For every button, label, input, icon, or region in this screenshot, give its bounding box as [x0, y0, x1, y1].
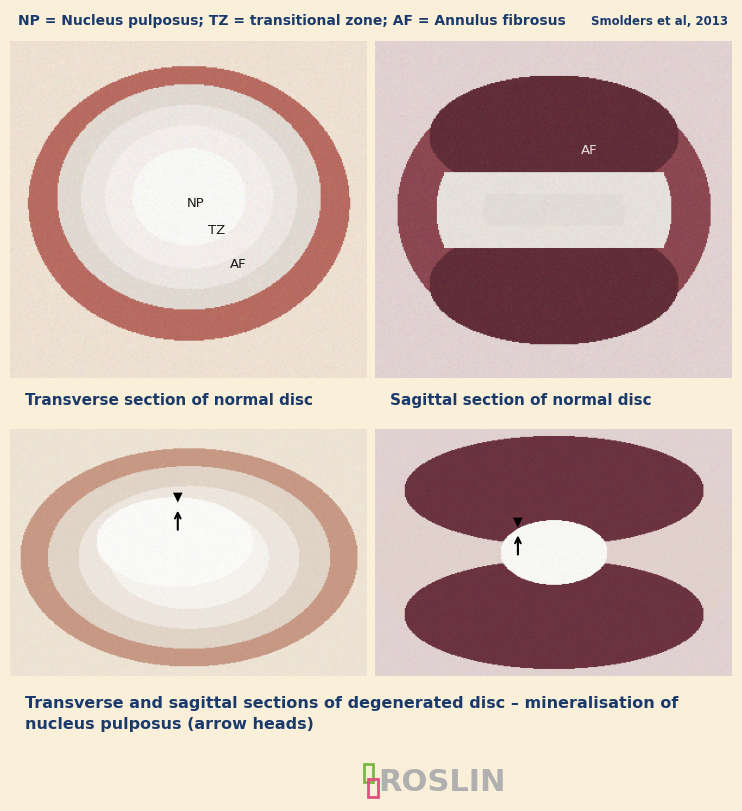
Text: Sagittal section of normal disc: Sagittal section of normal disc — [390, 393, 651, 407]
Bar — [368, 779, 378, 797]
Text: AF: AF — [581, 144, 597, 157]
Text: Smolders et al, 2013: Smolders et al, 2013 — [591, 15, 728, 28]
Text: TZ: TZ — [209, 224, 226, 237]
Text: Transverse section of normal disc: Transverse section of normal disc — [24, 393, 312, 407]
Text: ▼: ▼ — [513, 515, 522, 528]
Text: NP: NP — [545, 221, 562, 234]
Text: Transverse and sagittal sections of degenerated disc – mineralisation of
nucleus: Transverse and sagittal sections of dege… — [24, 695, 678, 731]
Text: ▼: ▼ — [173, 490, 183, 503]
Text: NP: NP — [187, 197, 205, 210]
Text: AF: AF — [230, 258, 246, 271]
Bar — [364, 764, 373, 783]
Text: TZ: TZ — [562, 180, 580, 193]
Text: NP = Nucleus pulposus; TZ = transitional zone; AF = Annulus fibrosus: NP = Nucleus pulposus; TZ = transitional… — [18, 14, 565, 28]
Text: ROSLIN: ROSLIN — [378, 766, 505, 796]
